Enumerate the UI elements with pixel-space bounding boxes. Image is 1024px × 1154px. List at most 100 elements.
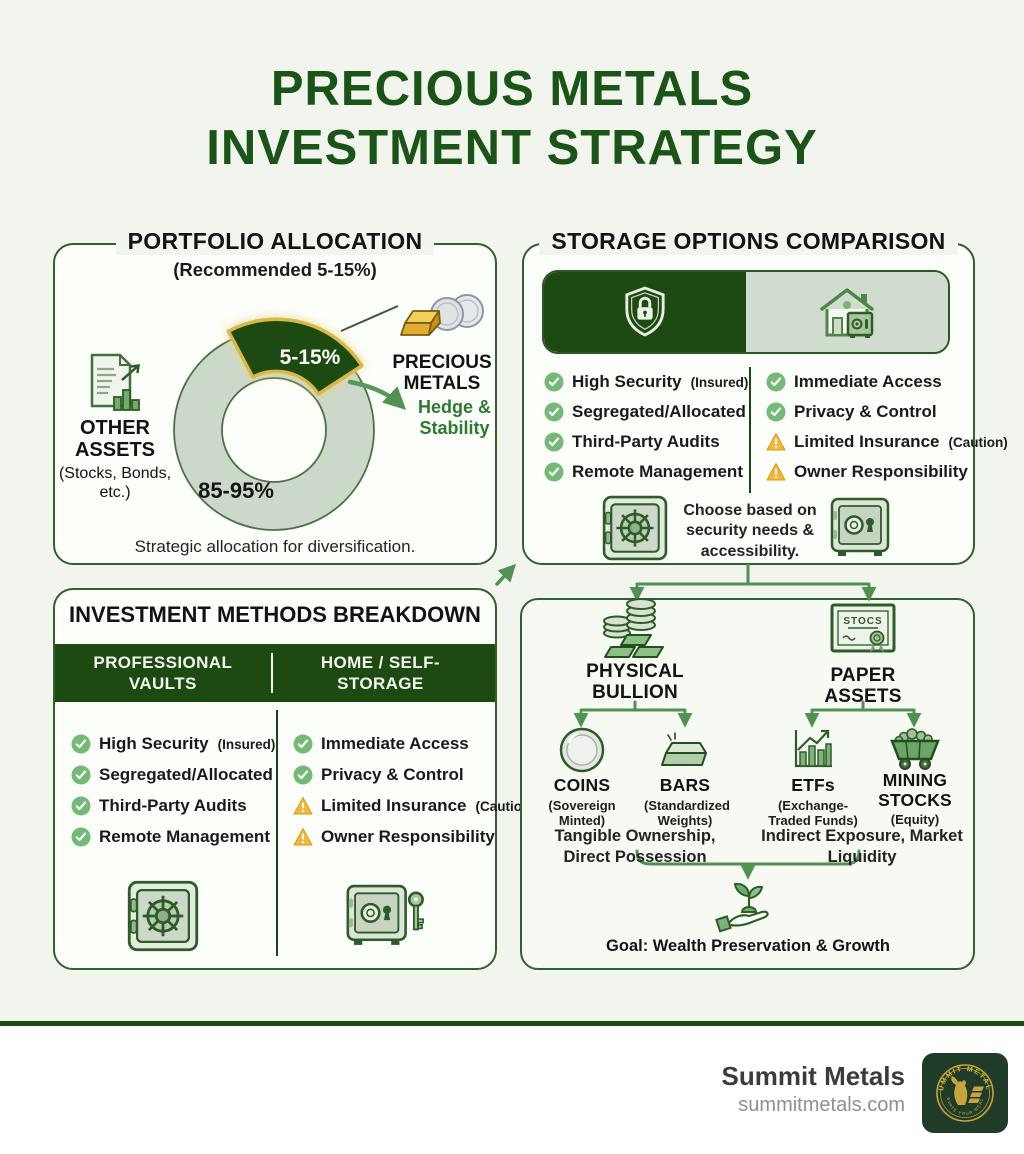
coins-note: (Sovereign Minted) [548, 797, 616, 828]
home-safe-icon [830, 497, 890, 556]
portfolio-allocation-panel: PORTFOLIO ALLOCATION (Recommended 5-15%)… [53, 228, 497, 565]
bank-vault-icon [602, 495, 668, 561]
hedge-stability-label: Hedge & Stability [417, 397, 491, 438]
storage-footnote: Choose based on security needs & accessi… [683, 502, 817, 560]
ring-percentage-label: 85-95% [198, 478, 274, 503]
check-icon [71, 796, 91, 816]
bars-label: BARS (Standardized Weights) [644, 775, 730, 828]
house-safe-icon [820, 288, 874, 338]
methods-header-banner: PROFESSIONAL VAULTS HOME / SELF-STORAGE [55, 644, 495, 702]
checklist-item: Segregated/Allocated [544, 402, 755, 422]
footer-background [0, 1026, 1024, 1154]
methods-panel-title: INVESTMENT METHODS BREAKDOWN [69, 602, 481, 627]
check-icon [766, 372, 786, 392]
home-storage-header [746, 272, 948, 352]
check-icon [71, 734, 91, 754]
checklist-item: Remote Management [71, 827, 279, 847]
checklist-item: Privacy & Control [293, 765, 473, 785]
storage-panel-title: STORAGE OPTIONS COMPARISON [524, 228, 973, 255]
checklist-item: Segregated/Allocated [71, 765, 282, 785]
goal-label: Goal: Wealth Preservation & Growth [606, 937, 890, 955]
mining-stocks-label: MINING STOCKS (Equity) [869, 770, 961, 828]
checklist-item: Owner Responsibility [766, 462, 977, 482]
methods-column-divider [276, 710, 278, 956]
checklist-item: High Security (Insured) [71, 734, 275, 754]
check-icon [766, 402, 786, 422]
paper-summary: Indirect Exposure, Market Liquidity [761, 827, 963, 867]
check-icon [544, 462, 564, 482]
shield-lock-icon [625, 286, 665, 337]
other-assets-note: (Stocks, Bonds, etc.) [58, 464, 172, 501]
warning-icon [293, 797, 313, 815]
check-icon [293, 734, 313, 754]
coins-and-bars-icon [603, 598, 664, 658]
mine-cart-icon [890, 728, 940, 770]
banner-divider [270, 653, 273, 693]
investment-methods-panel: INVESTMENT METHODS BREAKDOWN PROFESSIONA… [53, 588, 535, 970]
home-self-storage-header: HOME / SELF-STORAGE [320, 652, 440, 693]
hand-plant-icon [715, 882, 769, 933]
portfolio-caption: Strategic allocation for diversification… [134, 537, 416, 556]
professional-vaults-header: PROFESSIONAL VAULTS [93, 652, 233, 693]
precious-metals-label: PRECIOUS METALS [392, 352, 492, 395]
check-icon [544, 372, 564, 392]
etf-chart-icon [794, 729, 832, 768]
checklist-item: Immediate Access [293, 734, 478, 754]
coins-label: COINS (Sovereign Minted) [542, 775, 622, 828]
brand-website: summitmetals.com [738, 1093, 905, 1116]
etfs-note: (Exchange-Traded Funds) [768, 797, 858, 828]
checklist-item: Limited Insurance (Caution) [766, 432, 1008, 452]
stock-certificate-icon: STOCS [830, 603, 896, 653]
warning-icon [766, 433, 786, 451]
gold-bar-coins-icon [400, 294, 484, 336]
etfs-label: ETFs (Exchange-Traded Funds) [758, 775, 868, 828]
bank-vault-icon [127, 880, 199, 952]
paper-assets-label: PAPER ASSETS [824, 665, 902, 708]
physical-bullion-label: PHYSICAL BULLION [586, 661, 684, 704]
page-title-line1: PRECIOUS METALS [270, 62, 754, 116]
panel-link-arrow [495, 563, 516, 586]
coin-icon [559, 727, 605, 773]
other-assets-label: OTHER ASSETS (Stocks, Bonds, etc.) [55, 417, 175, 502]
footer-divider [0, 1021, 1024, 1026]
page-title: PRECIOUS METALS INVESTMENT STRATEGY [0, 60, 1024, 178]
checklist-item: Immediate Access [766, 372, 951, 392]
brand-block: Summit Metals summitmetals.com [640, 1061, 906, 1117]
checklist-item: Privacy & Control [766, 402, 946, 422]
checklist-item: Remote Management [544, 462, 752, 482]
page-title-line2: INVESTMENT STRATEGY [206, 120, 818, 175]
professional-storage-header [544, 272, 746, 352]
home-safe-key-icon [346, 884, 424, 945]
precious-metals-wedge [226, 317, 364, 396]
physical-summary: Tangible Ownership, Direct Possession [554, 827, 716, 867]
wedge-percentage-label: 5-15% [280, 346, 341, 369]
mining-note: (Equity) [890, 812, 940, 828]
key-icon [407, 891, 424, 931]
bars-note: (Standardized Weights) [644, 797, 730, 828]
checklist-item: Limited Insurance (Caution) [293, 796, 535, 816]
check-icon [293, 765, 313, 785]
storage-column-divider [749, 367, 751, 493]
summit-metals-logo: SUMMIT METALS ELEVATE YOUR WEALTH [919, 1048, 1008, 1133]
portfolio-panel-title: PORTFOLIO ALLOCATION [55, 228, 495, 255]
checklist-item: High Security (Insured) [544, 372, 748, 392]
check-icon [71, 827, 91, 847]
warning-icon [293, 828, 313, 846]
check-icon [71, 765, 91, 785]
storage-options-panel: STORAGE OPTIONS COMPARISON [522, 228, 1008, 565]
portfolio-subtitle: (Recommended 5-15%) [173, 259, 377, 280]
lion-gold-bars-emblem [951, 1076, 984, 1105]
document-bar-chart-icon [90, 353, 140, 411]
warning-icon [766, 463, 786, 481]
storage-header-banner [542, 270, 950, 354]
check-icon [544, 402, 564, 422]
checklist-item: Third-Party Audits [544, 432, 729, 452]
allocation-donut-chart: 5-15% 85-95% [173, 317, 375, 531]
checklist-item: Owner Responsibility [293, 827, 504, 847]
brand-name: Summit Metals [721, 1061, 906, 1091]
check-icon [544, 432, 564, 452]
certificate-text: STOCS [843, 616, 882, 627]
bullion-bar-icon [661, 732, 707, 766]
checklist-item: Third-Party Audits [71, 796, 256, 816]
